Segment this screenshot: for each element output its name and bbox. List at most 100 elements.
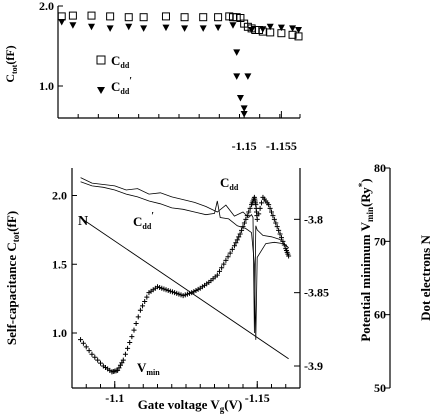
bottom-x-axis-label: Gate voltage Vg(V): [138, 397, 243, 414]
vmin-plus-marker: [273, 220, 279, 226]
right-y-axis-label-vmin: Potential minimum Vmin(Ry*): [357, 178, 375, 341]
vmin-plus-marker: [267, 205, 273, 211]
cddprime-triangle-marker: [88, 23, 96, 31]
cdd-square-marker: [68, 11, 77, 20]
vmin-plus-marker: [234, 237, 240, 243]
annotation-vmin: Vmin: [137, 360, 160, 377]
vmin-plus-marker: [144, 294, 150, 300]
annotation-vmin-main: V: [137, 360, 147, 375]
annotation-cddprime: Cdd′: [133, 211, 154, 231]
vmin-plus-marker: [140, 303, 146, 309]
vmin-plus-marker: [135, 314, 141, 320]
annotation-cddprime-main: C: [133, 214, 142, 229]
vmin-plus-marker: [129, 334, 135, 340]
legend-cdd-sub: dd: [120, 61, 129, 70]
vmin-plus-marker: [98, 360, 103, 366]
top-x-tick-label: -1.15: [232, 139, 257, 153]
top-y-label-unit: (fF): [3, 45, 17, 64]
cddprime-triangle-marker: [240, 105, 248, 112]
x-label-unit: (V): [224, 397, 242, 412]
cddprime-triangle-marker: [233, 73, 241, 80]
vmin-plus-marker: [286, 253, 292, 259]
vmin-plus-marker: [277, 231, 283, 237]
vmin-plus-marker: [237, 231, 243, 237]
vmin-plus-marker: [117, 362, 123, 368]
left-y-label-sub: tot: [11, 232, 21, 243]
legend-cdd-main: C: [111, 53, 120, 68]
vmin-plus-marker: [131, 327, 137, 333]
cdd-square-marker: [106, 12, 115, 21]
vmin-plus-marker: [133, 320, 139, 326]
legend-prime-mark: ′: [129, 76, 132, 87]
vmin-plus-marker: [115, 367, 121, 373]
vmin-plus-marker: [247, 205, 253, 211]
vmin-plus-marker: [227, 250, 233, 256]
annotation-vmin-sub: min: [146, 368, 160, 377]
vmin-plus-marker: [241, 220, 247, 226]
cdd-square-marker: [199, 13, 208, 22]
vmin-plus-marker: [225, 254, 231, 260]
cddprime-triangle-marker: [248, 27, 256, 34]
vmin-plus-marker: [120, 357, 126, 363]
vmin-plus-marker: [276, 227, 282, 233]
right-y-axis-label-n: Dot electrons N: [418, 235, 433, 321]
vmin-plus-marker: [119, 360, 125, 366]
n-y-tick-label: 50: [374, 381, 386, 395]
vmin-plus-marker: [89, 351, 95, 357]
vmin-plus-marker: [239, 227, 245, 233]
vmin-plus-marker: [259, 200, 265, 206]
vmin-plus-marker: [80, 340, 86, 346]
cddprime-triangle-marker: [140, 25, 148, 32]
vmin-plus-marker: [223, 257, 229, 263]
vmin-plus-marker: [83, 344, 89, 350]
vmin-plus-marker: [278, 235, 284, 241]
vmin-plus-marker: [214, 272, 220, 278]
cddprime-triangle-marker: [277, 24, 285, 32]
left-y-label-main: Self-capacitance C: [4, 242, 19, 345]
cdd-square-marker: [139, 13, 148, 22]
left-y-tick-label: 2.0: [52, 189, 67, 203]
cddprime-triangle-marker: [233, 49, 241, 56]
vmin-plus-marker: [142, 298, 148, 304]
annotation-cdd-main: C: [220, 175, 229, 190]
cddprime-triangle-marker: [181, 25, 189, 32]
vmin-plus-marker: [243, 216, 249, 222]
cddprime-triangle-marker: [295, 27, 303, 34]
legend-triangle-marker: [97, 87, 105, 94]
vmin-plus-marker: [122, 351, 128, 357]
legend-cdd-label: Cdd: [111, 53, 130, 70]
annotation-cdd-sub: dd: [229, 183, 238, 192]
cddprime-triangle-marker: [58, 19, 66, 26]
n-y-tick-label: 60: [374, 308, 386, 322]
vmin-plus-marker: [271, 216, 277, 222]
top-y-label-sub: tot: [10, 64, 19, 74]
cddprime-triangle-marker: [199, 25, 207, 32]
vmin-plus-marker: [257, 205, 263, 211]
vmin-plus-marker: [274, 224, 280, 230]
cdd-square-marker: [87, 11, 96, 20]
bottom-series: [78, 177, 292, 375]
cddprime-triangle-marker: [244, 73, 252, 80]
annotation-cdd: Cdd: [220, 175, 239, 192]
cddprime-triangle-marker: [259, 26, 267, 33]
vmin-plus-marker: [269, 209, 274, 215]
cddprime-line: [80, 181, 289, 340]
vmin-plus-marker: [125, 345, 131, 351]
top-x-ticks: -1.15 -1.155: [57, 111, 301, 153]
vmin-plus-marker: [216, 268, 222, 274]
top-y-label-main: C: [3, 74, 17, 83]
vmin-y-tick-label: -3.85: [304, 286, 329, 300]
vmin-label-unit: (Ry: [358, 187, 373, 207]
vmin-plus-marker: [266, 202, 272, 208]
left-y-tick-label: 1.0: [52, 326, 67, 340]
vmin-plus-marker: [280, 238, 286, 244]
cdd-square-marker: [161, 12, 170, 21]
n-y-tick-label: 80: [374, 161, 386, 175]
vmin-plus-marker: [231, 243, 237, 249]
left-y-axis-label: Self-capacitance Ctot(fF): [4, 211, 21, 345]
x-label-main: Gate voltage V: [138, 397, 221, 412]
top-y-tick-label: 2.0: [39, 0, 54, 13]
vmin-plus-marker: [244, 213, 250, 219]
top-y-tick-label: 1.0: [39, 79, 54, 93]
